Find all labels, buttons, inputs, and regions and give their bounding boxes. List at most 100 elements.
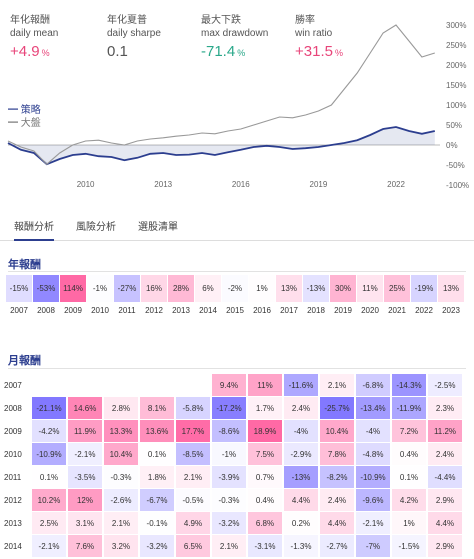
- monthly-return-cell: 2.8%: [104, 397, 138, 419]
- annual-year-label: 2010: [91, 306, 109, 315]
- monthly-return-cell: 10.4%: [104, 443, 138, 465]
- monthly-return-cell: -8.2%: [320, 466, 354, 488]
- monthly-return-cell: -8.5%: [176, 443, 210, 465]
- monthly-return-cell: -0.3%: [104, 466, 138, 488]
- legend-benchmark[interactable]: ━ 大盤: [8, 118, 41, 129]
- annual-year-label: 2013: [172, 306, 190, 315]
- monthly-return-cell: -4.2%: [32, 420, 66, 442]
- stat-win-ratio: 勝率 win ratio +31.5%: [295, 14, 390, 63]
- annual-return-cell: 6%: [195, 275, 221, 302]
- y-tick-label: -100%: [446, 181, 469, 190]
- annual-return-cell: -2%: [222, 275, 248, 302]
- benchmark-line: [7, 24, 435, 165]
- monthly-return-cell: 2.5%: [32, 512, 66, 534]
- monthly-return-cell: -2.6%: [104, 489, 138, 511]
- y-tick-label: 0%: [446, 141, 458, 150]
- x-tick-label: 2022: [387, 180, 405, 189]
- monthly-return-cell: 10.2%: [32, 489, 66, 511]
- monthly-return-cell: 2.4%: [284, 397, 318, 419]
- y-tick-label: 300%: [446, 21, 466, 30]
- monthly-return-cell: 2.4%: [320, 489, 354, 511]
- monthly-return-cell: [104, 374, 138, 396]
- stat-value: +4.9%: [10, 43, 50, 60]
- x-tick-label: 2019: [310, 180, 328, 189]
- stat-label-en: daily mean: [10, 28, 59, 39]
- annual-return-cell: 25%: [384, 275, 410, 302]
- x-tick-label: 2016: [232, 180, 250, 189]
- monthly-return-cell: 2.4%: [428, 443, 462, 465]
- monthly-return-cell: 1.8%: [140, 466, 174, 488]
- monthly-return-cell: -3.2%: [140, 535, 174, 557]
- tab-holdings[interactable]: 選股清單: [138, 222, 178, 233]
- monthly-return-cell: 12%: [68, 489, 102, 511]
- strategy-area: [8, 127, 435, 165]
- annual-return-cell: -19%: [411, 275, 437, 302]
- monthly-return-cell: -1.3%: [284, 535, 318, 557]
- monthly-return-cell: 2.3%: [428, 397, 462, 419]
- monthly-return-cell: -9.6%: [356, 489, 390, 511]
- monthly-return-cell: 1.7%: [248, 397, 282, 419]
- monthly-return-cell: 4.4%: [284, 489, 318, 511]
- monthly-year-label: 2011: [4, 473, 22, 482]
- annual-year-label: 2019: [334, 306, 352, 315]
- annual-return-cell: -1%: [87, 275, 113, 302]
- annual-year-label: 2021: [388, 306, 406, 315]
- stats-panel: 年化報酬 daily mean +4.9% 年化夏普 daily sharpe …: [10, 14, 420, 64]
- monthly-return-cell: -1.5%: [392, 535, 426, 557]
- monthly-return-cell: -25.7%: [320, 397, 354, 419]
- y-tick-label: 150%: [446, 81, 466, 90]
- monthly-return-cell: 3.2%: [104, 535, 138, 557]
- monthly-return-cell: 7.5%: [248, 443, 282, 465]
- monthly-year-label: 2010: [4, 450, 22, 459]
- monthly-return-cell: 0.4%: [248, 489, 282, 511]
- monthly-return-cell: -5.8%: [176, 397, 210, 419]
- monthly-return-cell: [176, 374, 210, 396]
- tab-risk[interactable]: 風險分析: [76, 222, 116, 233]
- annual-year-label: 2022: [415, 306, 433, 315]
- monthly-return-cell: -8.6%: [212, 420, 246, 442]
- monthly-return-cell: 4.4%: [320, 512, 354, 534]
- annual-return-cell: -53%: [33, 275, 59, 302]
- legend-strategy[interactable]: ━ 策略: [8, 105, 41, 116]
- annual-year-label: 2015: [226, 306, 244, 315]
- monthly-return-cell: [68, 374, 102, 396]
- monthly-return-cell: 0.4%: [392, 443, 426, 465]
- monthly-return-cell: -3.5%: [68, 466, 102, 488]
- stat-value: 0.1: [107, 43, 128, 60]
- monthly-year-label: 2014: [4, 542, 22, 551]
- divider: [8, 271, 466, 272]
- monthly-year-label: 2013: [4, 519, 22, 528]
- y-tick-label: 50%: [446, 121, 462, 130]
- monthly-return-cell: -7%: [356, 535, 390, 557]
- monthly-return-cell: -1%: [212, 443, 246, 465]
- annual-year-label: 2020: [361, 306, 379, 315]
- monthly-return-cell: -2.1%: [68, 443, 102, 465]
- annual-return-cell: 30%: [330, 275, 356, 302]
- monthly-return-cell: 0.7%: [248, 466, 282, 488]
- monthly-return-cell: -0.1%: [140, 512, 174, 534]
- monthly-return-cell: 8.1%: [140, 397, 174, 419]
- y-tick-label: 100%: [446, 101, 466, 110]
- monthly-return-cell: 7.2%: [392, 420, 426, 442]
- monthly-return-cell: 2.1%: [104, 512, 138, 534]
- monthly-return-cell: 2.9%: [428, 489, 462, 511]
- monthly-return-cell: 13.3%: [104, 420, 138, 442]
- monthly-return-cell: -0.5%: [176, 489, 210, 511]
- monthly-return-cell: -2.1%: [32, 535, 66, 557]
- monthly-return-cell: -2.5%: [428, 374, 462, 396]
- tab-returns[interactable]: 報酬分析: [14, 218, 54, 241]
- monthly-return-cell: 17.7%: [176, 420, 210, 442]
- annual-return-cell: 16%: [141, 275, 167, 302]
- monthly-return-cell: -3.9%: [212, 466, 246, 488]
- annual-return-cell: -15%: [6, 275, 32, 302]
- monthly-return-cell: -21.1%: [32, 397, 66, 419]
- monthly-year-label: 2007: [4, 381, 22, 390]
- monthly-return-cell: 4.9%: [176, 512, 210, 534]
- monthly-return-cell: -2.7%: [320, 535, 354, 557]
- stat-label-zh: 最大下跌: [201, 15, 241, 26]
- annual-year-label: 2009: [64, 306, 82, 315]
- stat-value: -71.4%: [201, 43, 246, 60]
- annual-return-cell: 1%: [249, 275, 275, 302]
- stat-label-zh: 年化報酬: [10, 15, 50, 26]
- stat-label-en: max drawdown: [201, 28, 269, 39]
